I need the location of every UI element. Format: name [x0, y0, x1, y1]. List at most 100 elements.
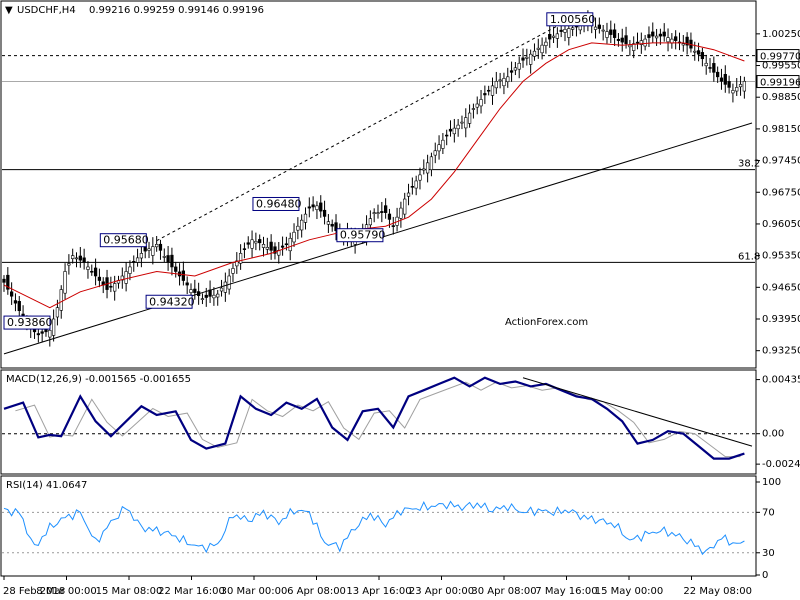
- candle-body: [529, 53, 533, 65]
- price-tick-label: 0.93950: [762, 314, 800, 325]
- price-tag-box: [546, 12, 594, 27]
- watermark: ActionForex.com: [505, 317, 588, 328]
- candle-body: [490, 85, 495, 96]
- candle-body: [303, 213, 308, 223]
- macd-axis-ticks: 0.004351 0.00 -0.002448: [756, 375, 800, 470]
- candle-body: [231, 268, 235, 274]
- candle-body: [193, 288, 197, 293]
- candle-body: [200, 298, 205, 300]
- price-tick-label: 0.94650: [762, 282, 800, 293]
- time-axis-label: 28 Feb 2018: [3, 586, 65, 597]
- price-pane-frame: [0, 0, 757, 369]
- candle-body: [406, 192, 411, 197]
- candle-body: [410, 186, 414, 188]
- candle-body: [651, 31, 655, 37]
- candle-body: [597, 24, 601, 29]
- candle-body: [731, 90, 735, 94]
- candle-body: [189, 289, 193, 293]
- candle-body: [517, 62, 521, 70]
- candle-body: [723, 74, 727, 85]
- candle-body: [624, 35, 628, 44]
- candle-body: [135, 257, 140, 263]
- price-tag-box: [145, 294, 193, 309]
- candle-body: [601, 29, 605, 32]
- candle-body: [452, 127, 456, 135]
- symbol-header: USDCHF,H4: [17, 5, 76, 16]
- candle-body: [708, 67, 712, 69]
- price-tick-label: 0.97450: [762, 156, 800, 167]
- ohlc-header: 0.99216 0.99259 0.99146 0.99196: [89, 5, 264, 16]
- chart-collapse-icon[interactable]: ▼: [5, 5, 13, 16]
- candle-body: [681, 43, 685, 46]
- candle-body: [479, 99, 483, 107]
- candle-body: [74, 257, 79, 260]
- level-lines: 38.2 61.8: [2, 55, 760, 263]
- candle-body: [78, 255, 82, 261]
- time-axis-label: 30 Mar 00:00: [221, 586, 288, 597]
- candle-body: [643, 38, 647, 47]
- price-tick-label: 0.96750: [762, 187, 800, 198]
- candle-body: [227, 275, 231, 290]
- price-tag-label: 0.95680: [103, 234, 149, 247]
- macd-main-line: [3, 376, 745, 460]
- price-tag-label: 0.95790: [340, 229, 386, 242]
- candle-body: [273, 246, 277, 254]
- candle-body: [563, 29, 567, 33]
- price-tag-label: 0.94320: [149, 295, 195, 308]
- candle-body: [216, 293, 220, 298]
- rsi-line: [3, 500, 745, 556]
- candle-body: [738, 84, 743, 88]
- candlesticks: [2, 10, 747, 347]
- macd-tick-label: 0.004351: [762, 375, 800, 386]
- time-axis-label: 15 Mar 08:00: [96, 586, 163, 597]
- candle-body: [471, 108, 476, 110]
- candle-body: [170, 254, 174, 268]
- level-tag-label: 0.99770: [760, 52, 800, 63]
- candle-body: [712, 63, 716, 73]
- price-tick-label: 0.99550: [762, 61, 800, 72]
- candle-body: [445, 134, 449, 137]
- candle-body: [254, 240, 258, 244]
- rsi-axis-ticks: 100 70 30 0: [2, 477, 781, 581]
- price-tag-label: 0.96480: [256, 197, 301, 210]
- candle-body: [71, 255, 75, 259]
- candle-body: [387, 213, 392, 220]
- candle-body: [132, 261, 136, 263]
- candle-body: [551, 35, 556, 38]
- price-tick-label: 0.95350: [762, 251, 800, 262]
- candle-body: [109, 285, 113, 288]
- candle-body: [536, 47, 540, 50]
- candle-body: [391, 225, 395, 227]
- rsi-tick-label: 30: [762, 548, 775, 559]
- candle-body: [51, 318, 56, 336]
- candle-body: [284, 243, 289, 246]
- time-axis-label: 22 Mar 16:00: [158, 586, 225, 597]
- candle-body: [13, 300, 18, 304]
- candle-body: [502, 78, 506, 87]
- price-tag-label: 0.93860: [7, 316, 53, 329]
- candle-body: [418, 174, 422, 181]
- candle-body: [647, 34, 651, 38]
- candle-body: [487, 89, 491, 92]
- macd-tick-label: -0.002448: [762, 459, 800, 470]
- time-axis-label: 8 Mar 00:00: [36, 586, 96, 597]
- candle-body: [67, 263, 71, 266]
- rsi-header: RSI(14) 41.0647: [6, 480, 87, 491]
- candle-body: [456, 124, 460, 130]
- candle-body: [269, 241, 273, 251]
- candle-body: [437, 144, 441, 152]
- candle-body: [532, 50, 537, 57]
- candle-body: [151, 246, 155, 256]
- candle-body: [368, 218, 373, 226]
- candle-body: [380, 211, 384, 213]
- candle-body: [139, 253, 144, 259]
- candle-body: [700, 52, 705, 60]
- candle-body: [334, 222, 338, 232]
- candle-body: [174, 266, 178, 272]
- candle-body: [525, 56, 529, 59]
- candle-body: [414, 180, 418, 189]
- fib-label: 38.2: [738, 159, 760, 170]
- candle-body: [433, 150, 437, 156]
